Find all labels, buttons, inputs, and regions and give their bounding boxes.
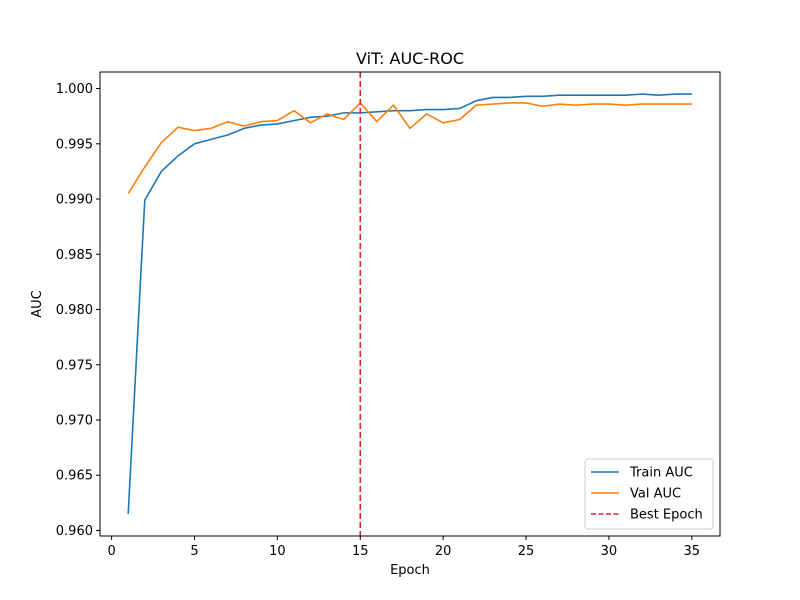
y-tick-label: 0.960 [56,524,93,539]
y-axis-label: AUC [30,290,45,318]
y-tick-label: 0.985 [56,248,93,263]
x-tick-label: 25 [518,544,535,559]
y-tick-label: 0.965 [56,469,93,484]
x-ticks: 0 5 10 15 20 25 30 35 [107,536,700,559]
series-line-train-auc [127,93,692,514]
legend-train-auc-label: Train AUC [629,466,693,481]
y-tick-label: 0.995 [56,137,93,152]
legend-box [584,458,714,530]
x-tick-label: 30 [601,544,618,559]
y-tick-label: 0.970 [56,414,93,429]
chart-title: ViT: AUC-ROC [356,49,464,68]
y-tick-label: 0.980 [56,303,93,318]
x-tick-label: 5 [190,544,198,559]
series-group [127,93,692,514]
y-tick-label: 0.990 [56,193,93,208]
legend-best-epoch-label: Best Epoch [630,508,703,523]
x-tick-label: 10 [269,544,286,559]
x-tick-label: 0 [107,544,115,559]
x-axis-label: Epoch [390,563,430,578]
legend-val-auc-label: Val AUC [630,487,681,502]
plot-frame [99,71,721,537]
y-ticks: 0.960 0.965 0.970 0.975 0.980 0.985 0.990 0.995… [56,82,100,539]
legend: Train AUC Val AUC Best Epoch [584,458,714,530]
y-tick-label: 0.975 [56,358,93,373]
y-tick-label: 1.000 [56,82,93,97]
x-tick-label: 35 [684,544,701,559]
x-tick-label: 20 [435,544,452,559]
series-line-val-auc [127,102,692,194]
x-tick-label: 15 [352,544,369,559]
